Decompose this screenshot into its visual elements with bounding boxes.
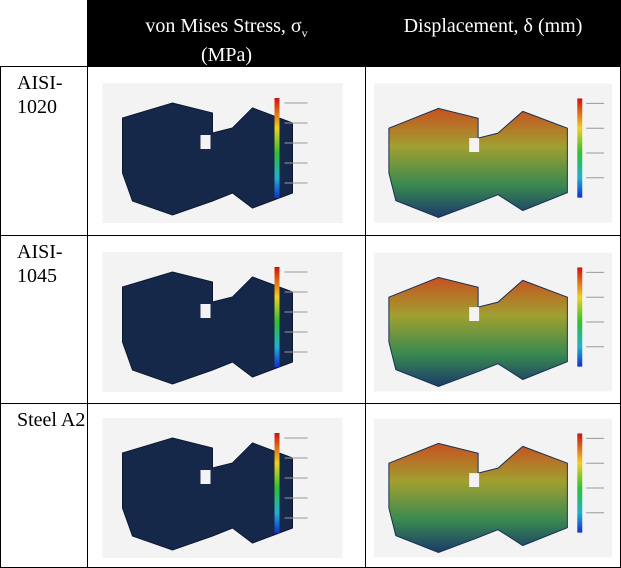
displacement-plot [374, 418, 612, 558]
displacement-plot [374, 83, 612, 223]
cell [365, 66, 621, 236]
row-label: AISI-1045 [0, 235, 88, 404]
cell [365, 403, 621, 568]
body: von Mises Stress, σv (MPa) Displacement, … [0, 0, 621, 568]
header-text: von Mises Stress, σ [145, 15, 301, 37]
header-unit: (MPa) [201, 44, 252, 66]
stress-plot [100, 252, 345, 392]
header-cell: Displacement, δ (mm) [365, 0, 621, 67]
cell [365, 235, 621, 404]
stress-plot [100, 83, 345, 223]
header-text: Displacement, δ (mm) [404, 15, 583, 37]
page: {"table":{"header":[{"text":"von Mises S… [0, 0, 621, 568]
cell [87, 235, 366, 404]
header-subscript: v [302, 26, 308, 40]
table: von Mises Stress, σv (MPa) Displacement, … [0, 0, 621, 568]
row-label: Steel A2 [0, 403, 88, 568]
header-cell: von Mises Stress, σv (MPa) [87, 0, 366, 67]
stress-plot [100, 418, 345, 558]
displacement-plot [374, 252, 612, 392]
row-label: AISI-1020 [0, 66, 88, 236]
cell [87, 66, 366, 236]
cell [87, 403, 366, 568]
